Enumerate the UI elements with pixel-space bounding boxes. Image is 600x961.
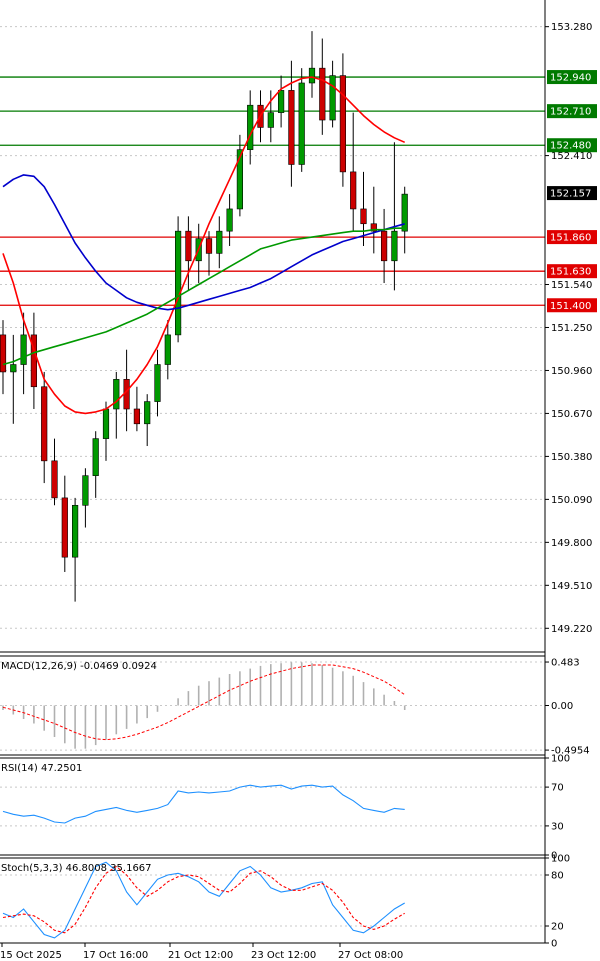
rsi-axis-tick-label: 100 bbox=[551, 754, 570, 765]
macd-axis-tick-label: -0.4954 bbox=[551, 746, 590, 757]
candle-bear bbox=[51, 460, 58, 499]
candle-bear bbox=[133, 408, 141, 425]
candle-bear bbox=[360, 208, 367, 225]
stoch-signal-line bbox=[2, 865, 405, 934]
level-label-box bbox=[547, 70, 597, 85]
candle-bear bbox=[319, 67, 326, 121]
candle-bull bbox=[164, 334, 171, 365]
current-price-box bbox=[547, 186, 597, 201]
time-label: 27 Oct 08:00 bbox=[338, 950, 403, 961]
candle-bull bbox=[391, 230, 398, 262]
candle-bull bbox=[277, 90, 285, 113]
price-axis-tick-label: 152.410 bbox=[551, 151, 592, 162]
level-label-box bbox=[547, 230, 597, 245]
level-label-box bbox=[547, 298, 597, 313]
level-label: 151.630 bbox=[550, 267, 591, 278]
candle-bull bbox=[247, 104, 254, 150]
rsi-axis-tick-label: 70 bbox=[551, 783, 564, 794]
stoch-axis-tick-label: 20 bbox=[551, 922, 564, 933]
price-panel: 149.220 149.510 149.800 150.090 150.380 150.6… bbox=[0, 22, 597, 635]
rsi-label: RSI(14) 47.2501 bbox=[1, 763, 82, 774]
time-label: 17 Oct 16:00 bbox=[83, 950, 148, 961]
candle-bear bbox=[339, 75, 347, 173]
macd-panel: 0.483 0.00 -0.4954 MACD(12,26,9) -0.0469 0.… bbox=[0, 658, 590, 757]
price-axis-tick-label: 149.510 bbox=[551, 581, 592, 592]
macd-axis-tick-label: 0.483 bbox=[551, 658, 580, 669]
panel-frames bbox=[0, 0, 546, 944]
macd-axis-tick-label: 0.00 bbox=[551, 701, 573, 712]
candle-bull bbox=[298, 82, 305, 165]
moving-average-line bbox=[2, 76, 406, 415]
level-label: 152.480 bbox=[550, 141, 591, 152]
price-axis-tick-label: 150.090 bbox=[551, 495, 592, 506]
macd-signal-line bbox=[2, 664, 405, 741]
candle-bull bbox=[308, 67, 316, 84]
price-axis-tick-label: 151.250 bbox=[551, 323, 592, 334]
candle-bull bbox=[144, 401, 151, 425]
stoch-axis-tick-label: 80 bbox=[551, 871, 564, 882]
stoch-label: Stoch(5,3,3) 46.8008 35.1667 bbox=[1, 863, 152, 874]
stoch-axis-tick-label: 100 bbox=[551, 854, 570, 865]
candle-bear bbox=[380, 230, 388, 262]
candle-bull bbox=[113, 379, 120, 410]
moving-average-line bbox=[2, 174, 405, 311]
level-label-box bbox=[547, 264, 597, 279]
level-label: 151.860 bbox=[550, 233, 591, 244]
time-label: 23 Oct 12:00 bbox=[251, 950, 316, 961]
price-axis-tick-label: 149.220 bbox=[551, 624, 592, 635]
candle-bear bbox=[205, 238, 213, 254]
price-axis-tick-label: 153.280 bbox=[551, 22, 592, 33]
candle-bull bbox=[236, 149, 244, 210]
moving-average-line bbox=[2, 227, 405, 366]
level-label-box bbox=[547, 104, 597, 119]
candle-bull bbox=[72, 504, 79, 558]
candle-bear bbox=[0, 334, 7, 373]
price-axis-tick-label: 150.670 bbox=[551, 409, 592, 420]
candle-bear bbox=[30, 334, 38, 388]
price-axis-tick-label: 150.960 bbox=[551, 366, 592, 377]
price-axis-tick-label: 151.540 bbox=[551, 280, 592, 291]
time-label: 15 Oct 2025 bbox=[0, 950, 62, 961]
candle-bear bbox=[288, 90, 295, 165]
candle-bull bbox=[329, 75, 336, 121]
candle-bear bbox=[185, 230, 192, 262]
price-axis-tick-label: 149.800 bbox=[551, 538, 592, 549]
candle-bull bbox=[20, 334, 27, 365]
candle-bull bbox=[92, 438, 99, 476]
candle-bull bbox=[226, 208, 233, 232]
candle-bear bbox=[370, 223, 377, 232]
candle-bear bbox=[61, 497, 68, 558]
candle-bull bbox=[10, 364, 17, 373]
price-axis-tick-label: 150.380 bbox=[551, 452, 592, 463]
level-label: 152.710 bbox=[550, 107, 591, 118]
candle-bull bbox=[401, 193, 408, 232]
candle-bull bbox=[102, 408, 110, 439]
candle-bear bbox=[350, 171, 357, 210]
level-label: 152.940 bbox=[550, 73, 591, 84]
candle-bear bbox=[41, 386, 48, 462]
macd-label: MACD(12,26,9) -0.0469 0.0924 bbox=[1, 661, 157, 672]
candle-bull bbox=[175, 230, 182, 336]
candle-bull bbox=[267, 112, 274, 128]
time-axis: 15 Oct 2025 17 Oct 16:00 21 Oct 12:00 23 Oc… bbox=[0, 943, 403, 961]
stoch-main-line bbox=[2, 861, 405, 939]
rsi-axis-tick-label: 30 bbox=[551, 821, 564, 832]
rsi-axis-tick-label: 0 bbox=[551, 851, 557, 862]
time-label: 21 Oct 12:00 bbox=[168, 950, 233, 961]
stoch-axis-tick-label: 0 bbox=[551, 939, 557, 950]
rsi-line bbox=[2, 784, 405, 824]
level-label-box bbox=[547, 138, 597, 153]
current-price-label: 152.157 bbox=[550, 189, 591, 200]
candle-bull bbox=[154, 364, 161, 402]
candle-bull bbox=[216, 230, 223, 254]
candle-bull bbox=[82, 475, 89, 506]
level-label: 151.400 bbox=[550, 301, 591, 312]
